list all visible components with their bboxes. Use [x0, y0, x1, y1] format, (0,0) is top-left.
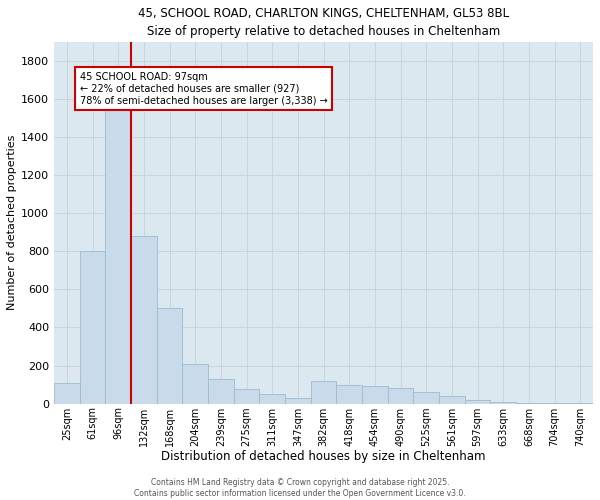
Text: Contains HM Land Registry data © Crown copyright and database right 2025.
Contai: Contains HM Land Registry data © Crown c…: [134, 478, 466, 498]
Bar: [362, 386, 388, 404]
Bar: [465, 400, 490, 404]
Bar: [388, 388, 413, 404]
Bar: [516, 402, 542, 404]
Bar: [490, 402, 516, 404]
Bar: [259, 394, 285, 404]
Bar: [285, 398, 311, 404]
Bar: [131, 236, 157, 404]
Y-axis label: Number of detached properties: Number of detached properties: [7, 135, 17, 310]
Bar: [439, 396, 465, 404]
Bar: [311, 381, 337, 404]
Bar: [157, 308, 182, 404]
Bar: [234, 390, 259, 404]
Bar: [80, 252, 106, 404]
Bar: [542, 403, 568, 404]
Bar: [208, 379, 234, 404]
X-axis label: Distribution of detached houses by size in Cheltenham: Distribution of detached houses by size …: [161, 450, 486, 463]
Title: 45, SCHOOL ROAD, CHARLTON KINGS, CHELTENHAM, GL53 8BL
Size of property relative : 45, SCHOOL ROAD, CHARLTON KINGS, CHELTEN…: [138, 7, 509, 38]
Bar: [413, 392, 439, 404]
Bar: [54, 382, 80, 404]
Bar: [182, 364, 208, 404]
Bar: [106, 90, 131, 404]
Text: 45 SCHOOL ROAD: 97sqm
← 22% of detached houses are smaller (927)
78% of semi-det: 45 SCHOOL ROAD: 97sqm ← 22% of detached …: [80, 72, 328, 106]
Bar: [337, 384, 362, 404]
